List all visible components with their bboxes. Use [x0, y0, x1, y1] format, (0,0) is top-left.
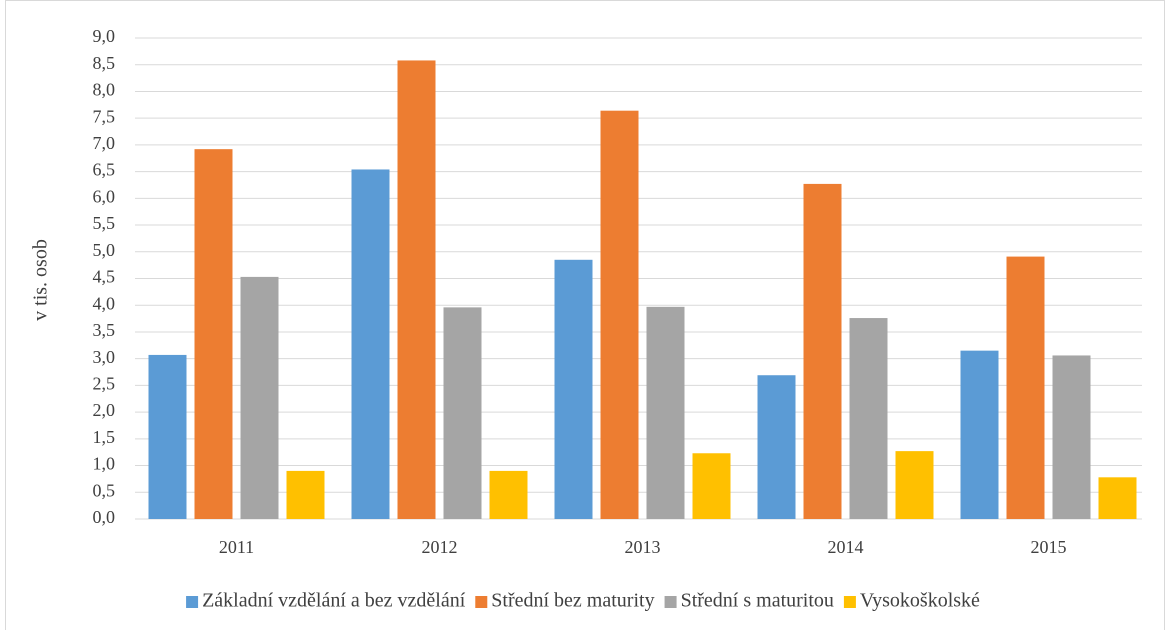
- chart-frame: [5, 0, 1165, 630]
- y-tick-label: 4,5: [93, 267, 116, 287]
- y-tick-label: 0,0: [93, 507, 116, 527]
- y-axis-label: v tis. osob: [30, 239, 52, 321]
- bar: [757, 375, 796, 519]
- y-tick-label: 7,5: [93, 106, 116, 126]
- legend-swatch: [475, 596, 488, 608]
- bar: [240, 276, 279, 519]
- x-tick-label: 2013: [625, 537, 661, 557]
- y-tick-label: 0,5: [93, 480, 116, 500]
- bar: [1098, 477, 1137, 519]
- y-tick-label: 4,0: [93, 293, 116, 313]
- y-tick-label: 6,0: [93, 186, 116, 206]
- bar: [646, 306, 685, 519]
- y-tick-label: 3,5: [93, 320, 116, 340]
- bar: [849, 318, 888, 519]
- bar: [443, 307, 482, 519]
- legend-label: Vysokoškolské: [860, 590, 980, 612]
- legend-label: Střední s maturitou: [681, 590, 834, 612]
- bar: [692, 453, 731, 519]
- bar: [397, 60, 436, 520]
- legend-label: Základní vzdělání a bez vzdělání: [202, 590, 466, 612]
- y-tick-label: 9,0: [93, 26, 116, 46]
- bar: [194, 149, 233, 520]
- bar: [960, 350, 999, 519]
- bar: [600, 110, 639, 519]
- y-tick-label: 6,5: [93, 160, 116, 180]
- bar: [286, 470, 325, 519]
- y-tick-label: 7,0: [93, 133, 116, 153]
- x-tick-label: 2014: [828, 537, 864, 557]
- bar: [895, 451, 934, 519]
- y-tick-label: 1,5: [93, 427, 116, 447]
- legend-swatch: [664, 596, 677, 608]
- bar: [148, 354, 187, 519]
- legend-swatch: [186, 596, 199, 608]
- legend-swatch: [843, 596, 856, 608]
- legend-label: Střední bez maturity: [491, 590, 654, 612]
- y-tick-label: 3,0: [93, 347, 116, 367]
- bar: [554, 259, 593, 519]
- bar: [489, 470, 528, 519]
- bar: [803, 183, 842, 520]
- x-tick-label: 2015: [1031, 537, 1067, 557]
- y-tick-label: 8,0: [93, 80, 116, 100]
- bar: [1006, 256, 1045, 519]
- y-tick-label: 1,0: [93, 454, 116, 474]
- y-tick-label: 5,0: [93, 240, 116, 260]
- y-tick-label: 5,5: [93, 213, 116, 233]
- x-tick-label: 2012: [422, 537, 458, 557]
- y-tick-label: 2,5: [93, 374, 116, 394]
- y-tick-label: 8,5: [93, 53, 116, 73]
- y-tick-label: 2,0: [93, 400, 116, 420]
- bar: [351, 169, 390, 519]
- x-tick-label: 2011: [219, 537, 254, 557]
- bar: [1052, 355, 1091, 519]
